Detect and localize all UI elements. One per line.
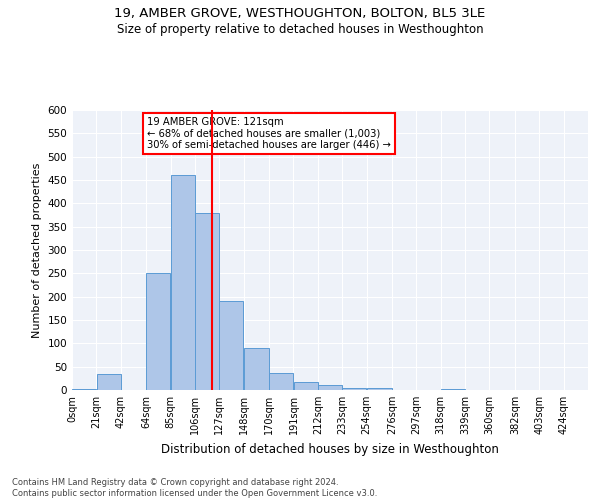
Bar (146, 274, 170, 390)
Text: 19 AMBER GROVE: 121sqm
← 68% of detached houses are smaller (1,003)
30% of semi-: 19 AMBER GROVE: 121sqm ← 68% of detached… (147, 117, 391, 150)
Bar (195, 212, 219, 390)
Bar (318, 385, 342, 390)
Bar (343, 388, 367, 390)
Bar (293, 382, 317, 390)
Bar (171, 176, 195, 390)
Text: Distribution of detached houses by size in Westhoughton: Distribution of detached houses by size … (161, 442, 499, 456)
Text: Contains HM Land Registry data © Crown copyright and database right 2024.
Contai: Contains HM Land Registry data © Crown c… (12, 478, 377, 498)
Bar (97, 374, 121, 390)
Bar (441, 389, 465, 390)
Text: 19, AMBER GROVE, WESTHOUGHTON, BOLTON, BL5 3LE: 19, AMBER GROVE, WESTHOUGHTON, BOLTON, B… (115, 8, 485, 20)
Y-axis label: Number of detached properties: Number of detached properties (32, 162, 42, 338)
Bar (244, 348, 269, 390)
Bar (220, 302, 244, 390)
Bar (367, 388, 392, 390)
Bar (269, 372, 293, 390)
Bar (72, 389, 96, 390)
Text: Size of property relative to detached houses in Westhoughton: Size of property relative to detached ho… (116, 22, 484, 36)
